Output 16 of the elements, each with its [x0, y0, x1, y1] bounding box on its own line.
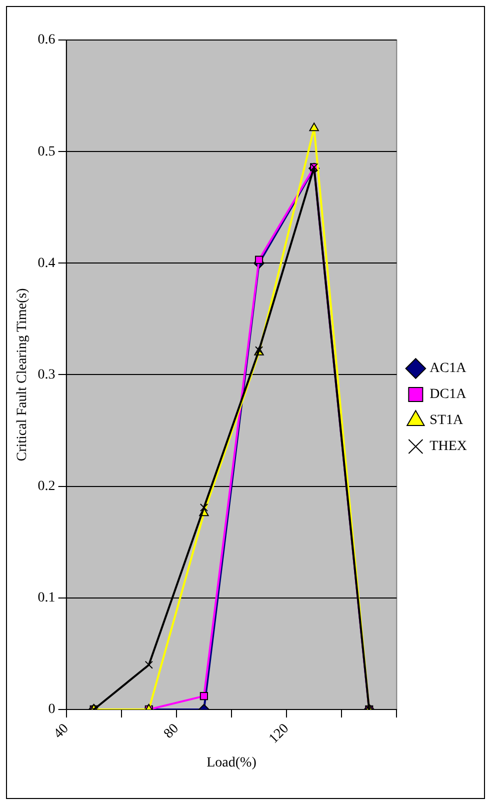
y-axis-title: Critical Fault Clearing Time(s) — [15, 288, 30, 462]
y-tick-label: 0.4 — [38, 256, 56, 271]
legend-label: THEX — [430, 439, 468, 454]
legend-label: AC1A — [430, 361, 468, 376]
y-tick-label: 0.6 — [38, 32, 56, 48]
legend-label: DC1A — [430, 387, 468, 402]
y-tick-label: 0.1 — [38, 590, 56, 606]
x-tick-label: 40 — [51, 721, 72, 742]
legend-label: ST1A — [430, 413, 464, 428]
x-tick-label: 120 — [266, 721, 292, 747]
x-tick-label: 80 — [161, 721, 182, 742]
x-axis-title: Load(%) — [206, 755, 257, 770]
y-tick-label: 0.2 — [38, 478, 56, 494]
y-tick-label: 0.3 — [38, 367, 56, 382]
y-tick-label: 0.5 — [38, 144, 56, 160]
y-tick-label: 0 — [48, 702, 56, 718]
